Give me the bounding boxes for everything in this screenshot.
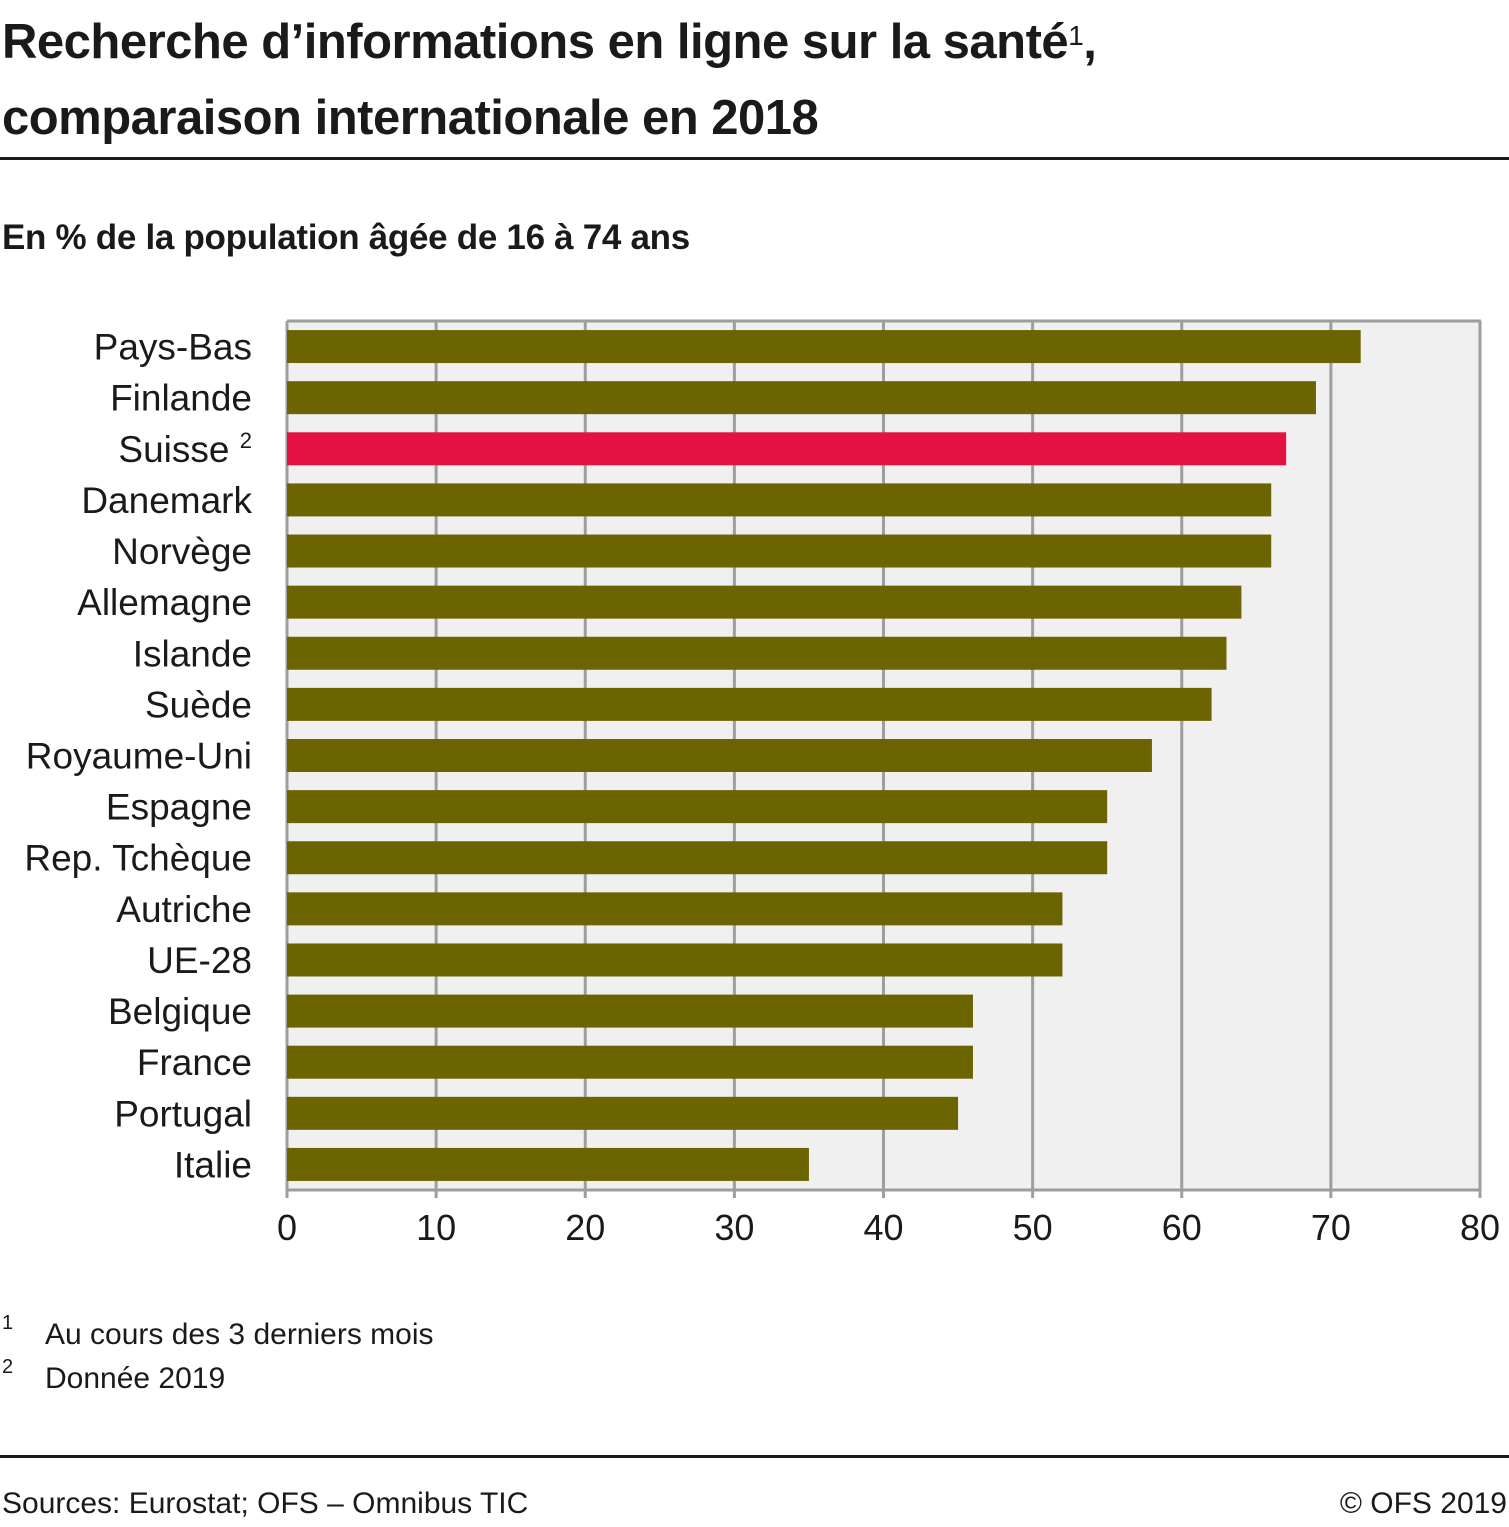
bar: [287, 687, 1212, 721]
category-label: Islande: [133, 633, 252, 674]
category-label: Norvège: [112, 531, 252, 572]
bar: [287, 483, 1272, 517]
x-tick-label: 0: [277, 1207, 297, 1248]
category-name: Suisse: [118, 429, 239, 470]
bar: [287, 381, 1316, 415]
bar: [287, 841, 1108, 875]
category-label: UE-28: [147, 940, 252, 981]
chart-title: Recherche d’informations en ligne sur la…: [2, 4, 1097, 156]
category-label: Belgique: [108, 991, 252, 1032]
category-label: Suisse 2: [118, 428, 252, 470]
bar: [287, 790, 1108, 824]
bar: [287, 1045, 973, 1079]
bottom-divider: [0, 1455, 1509, 1458]
title-comma: ,: [1083, 15, 1097, 69]
bar: [287, 1096, 959, 1130]
category-label: Danemark: [81, 480, 252, 521]
x-tick-label: 60: [1162, 1207, 1202, 1248]
bar: [287, 943, 1063, 977]
category-label: Espagne: [106, 787, 252, 828]
chart-subtitle: En % de la population âgée de 16 à 74 an…: [2, 218, 690, 257]
footnote-text: Au cours des 3 derniers mois: [45, 1318, 434, 1351]
bar: [287, 432, 1287, 466]
footnote-number: 1: [2, 1312, 14, 1334]
title-footnote-ref: 1: [1068, 20, 1084, 51]
bar: [287, 892, 1063, 926]
footnote-number: 2: [2, 1356, 14, 1378]
category-label: Allemagne: [77, 582, 252, 623]
title-line-1: Recherche d’informations en ligne sur la…: [2, 15, 1069, 69]
category-label: Royaume-Uni: [26, 736, 252, 777]
category-label: Autriche: [116, 889, 252, 930]
x-tick-label: 50: [1013, 1207, 1053, 1248]
x-tick-label: 80: [1460, 1207, 1500, 1248]
bar: [287, 1147, 809, 1181]
category-label: Suède: [145, 684, 252, 725]
copyright-text: © OFS 2019: [1339, 1487, 1507, 1520]
x-tick-label: 40: [863, 1207, 903, 1248]
bar: [287, 330, 1361, 364]
bar-chart: 0 10 20 30 40 50 60 70 80 Pays-Bas Finlande Suisse …: [24, 319, 1500, 1248]
bar: [287, 585, 1242, 619]
bar: [287, 636, 1227, 670]
category-label: Portugal: [114, 1093, 252, 1134]
footnote-text: Donnée 2019: [45, 1362, 226, 1395]
x-tick-label: 20: [565, 1207, 605, 1248]
category-label: Finlande: [110, 378, 252, 419]
category-label: France: [137, 1042, 252, 1083]
x-tick-label: 70: [1311, 1207, 1351, 1248]
source-text: Sources: Eurostat; OFS – Omnibus TIC: [2, 1487, 529, 1520]
category-label: Rep. Tchèque: [24, 838, 252, 879]
x-tick-label: 10: [416, 1207, 456, 1248]
bar: [287, 739, 1152, 772]
category-label: Pays-Bas: [94, 327, 252, 368]
top-divider: [0, 157, 1509, 160]
category-label: Italie: [174, 1144, 252, 1185]
x-tick-label: 30: [714, 1207, 754, 1248]
category-footnote-ref: 2: [240, 428, 252, 453]
title-line-2: comparaison internationale en 2018: [2, 91, 819, 145]
bar: [287, 534, 1272, 568]
bar: [287, 994, 973, 1028]
